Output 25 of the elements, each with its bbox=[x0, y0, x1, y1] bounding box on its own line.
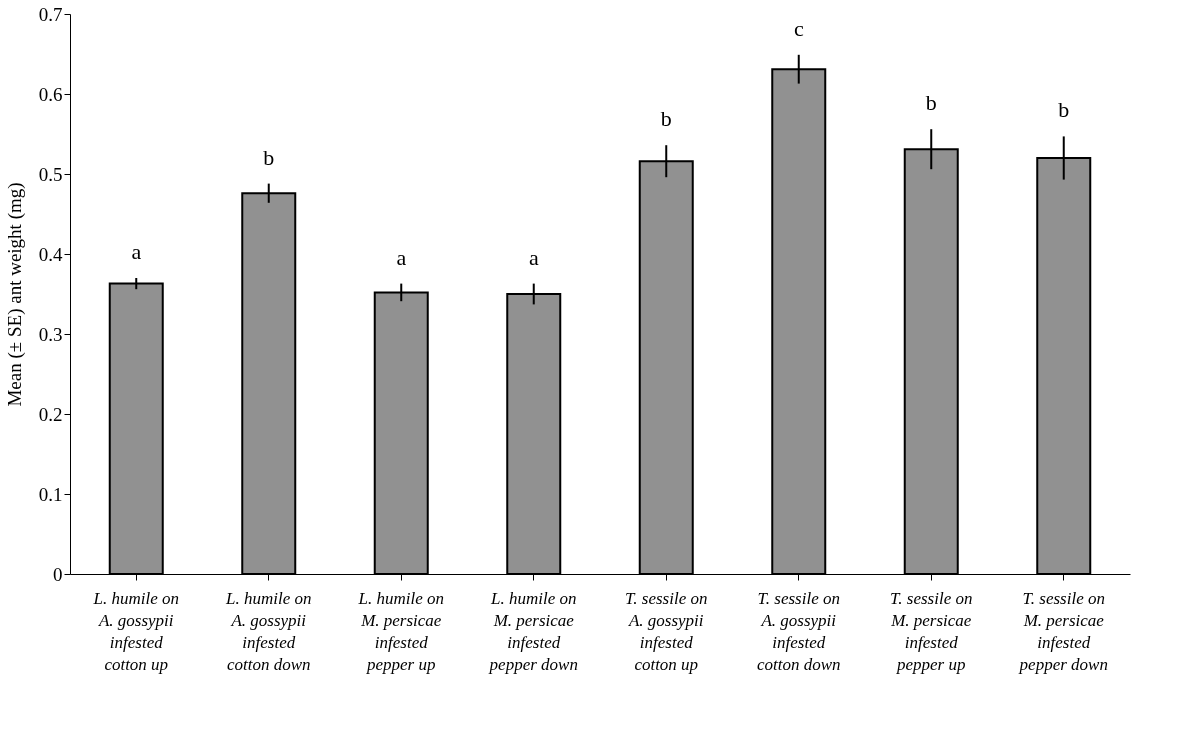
y-tick-label: 0.1 bbox=[38, 483, 63, 505]
x-tick-label: L. humile on M. persicae infested pepper up bbox=[357, 588, 444, 674]
x-tick-label: T. sessile on A. gossypii infested cotton down bbox=[756, 588, 841, 674]
y-tick-label: 0.3 bbox=[38, 323, 63, 345]
annotation: a bbox=[396, 244, 407, 270]
annotation: b bbox=[660, 106, 672, 132]
x-tick-label: L. humile on A. gossypii infested cotton up bbox=[92, 588, 179, 674]
annotation: c bbox=[793, 15, 804, 41]
annotation: b bbox=[263, 144, 275, 170]
y-tick-label: 0 bbox=[53, 563, 63, 585]
y-tick-label: 0.2 bbox=[38, 403, 63, 425]
annotation: a bbox=[131, 239, 142, 264]
y-axis-title: Mean (± SE) ant weight (mg) bbox=[3, 182, 26, 407]
x-tick-label: L. humile on A. gossypii infested cotton down bbox=[225, 588, 312, 674]
annotation: b bbox=[925, 90, 937, 116]
annotation: a bbox=[528, 244, 539, 270]
annotation: b bbox=[1058, 97, 1070, 123]
x-tick-label: T. sessile on M. persicae infested pepper down bbox=[1018, 588, 1108, 674]
y-tick-label: 0.7 bbox=[38, 3, 63, 25]
y-tick-label: 0.5 bbox=[38, 163, 63, 185]
y-tick-label: 0.6 bbox=[38, 83, 63, 105]
y-tick-label: 0.4 bbox=[38, 243, 63, 265]
x-tick-label: T. sessile on M. persicae infested pepper up bbox=[890, 588, 973, 674]
x-tick-label: L. humile on M. persicae infested pepper down bbox=[488, 588, 578, 674]
x-tick-label: T. sessile on A. gossypii infested cotton up bbox=[625, 588, 708, 674]
